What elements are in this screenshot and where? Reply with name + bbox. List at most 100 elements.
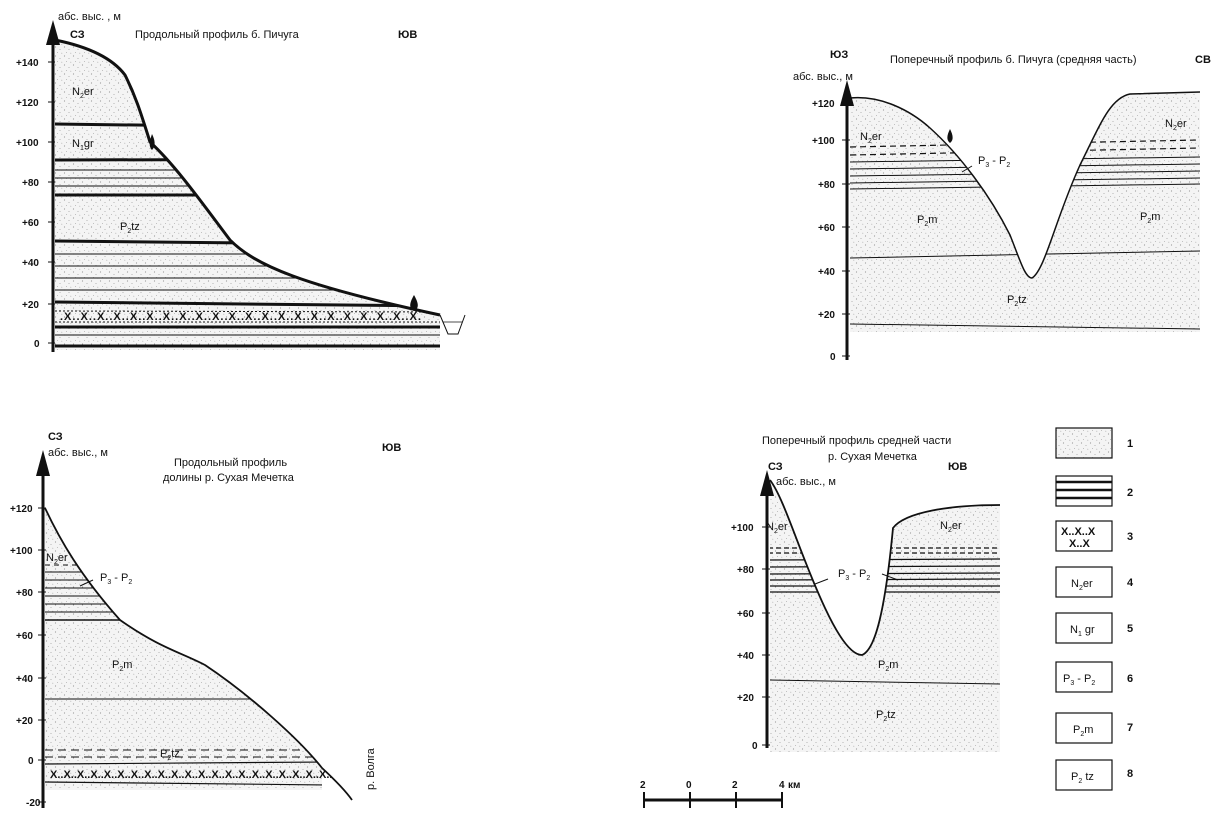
panel-longitudinal-sukhaya-mechetka: X..X..X..X..X..X..X..X..X..X..X..X..X..X… — [10, 431, 401, 809]
panel-transverse-sukhaya-mechetka: +100 +80 +60 +40 +20 0 Поперечный профил… — [731, 435, 1001, 752]
p4-tick-label: +80 — [737, 565, 754, 576]
p4-label-p2m: P2m — [878, 659, 898, 673]
p3-axis-label: абс. выс., м — [48, 447, 108, 459]
svg-text:P2m: P2m — [1073, 724, 1093, 738]
p4-sediment-fill — [770, 480, 1000, 752]
panel-transverse-pichuga: +120 +100 +80 +60 +40 +20 0 ЮЗ Поперечны… — [793, 49, 1211, 363]
p1-tick-label: +100 — [16, 138, 39, 149]
p2-tick-label: +60 — [818, 223, 835, 234]
p4-direction-left: СЗ — [768, 461, 783, 473]
p4-axis-label: абс. выс., м — [776, 476, 836, 488]
p3-sediment-fill — [45, 508, 322, 790]
p4-direction-right: ЮВ — [948, 461, 967, 473]
p2-y-axis-arrow — [840, 80, 854, 106]
p3-label-n2er: N2er — [46, 552, 68, 566]
p4-label-p2tz: P2tz — [876, 709, 896, 723]
p2-label-p2m-left: P2m — [917, 214, 937, 228]
p4-tick-label: 0 — [752, 741, 758, 752]
p1-tick-label: +120 — [16, 98, 39, 109]
legend-item-7: P2m 7 — [1055, 712, 1133, 744]
svg-text:3: 3 — [1127, 531, 1133, 543]
p4-label-n2er-left: N2er — [766, 521, 788, 535]
scale-label: 4 — [779, 780, 785, 791]
p4-label-n2er-right: N2er — [940, 520, 962, 534]
p2-direction-left: ЮЗ — [830, 49, 848, 61]
p3-tick-label: 0 — [28, 756, 34, 767]
p4-tick-label: +40 — [737, 651, 754, 662]
p1-direction-right: ЮВ — [398, 29, 417, 41]
p3-tick-label: +60 — [16, 631, 33, 642]
p2-title: Поперечный профиль б. Пичуга (средняя ча… — [890, 54, 1137, 66]
legend-item-4: N2er 4 — [1055, 566, 1134, 598]
p4-title-line2: р. Сухая Мечетка — [828, 451, 918, 463]
p4-y-axis-arrow — [760, 470, 774, 496]
p4-tick-label: +20 — [737, 693, 754, 704]
p1-ticks: +140 +120 +100 +80 +60 +40 +20 0 — [16, 58, 55, 350]
svg-text:N2er: N2er — [1071, 578, 1093, 592]
p3-title-line2: долины р. Сухая Мечетка — [163, 472, 295, 484]
p1-river-channel — [439, 314, 466, 335]
p3-label-p2tz: P2tz — [160, 748, 180, 762]
p1-axis-label: абс. выс. , м — [58, 11, 121, 23]
p2-leader-p3p2 — [961, 165, 973, 173]
p2-direction-right: СВ — [1195, 54, 1211, 66]
legend-item-1: 1 — [1055, 427, 1133, 459]
scale-label: 2 — [732, 780, 738, 791]
p3-tick-label: -20 — [26, 798, 41, 809]
p1-spring-icon-1 — [149, 134, 155, 150]
p1-surface-profile — [54, 38, 441, 317]
legend-item-5: N1 gr 5 — [1055, 612, 1133, 644]
p3-tick-label: +20 — [16, 716, 33, 727]
p2-label-n2er-left: N2er — [860, 131, 882, 145]
p1-y-axis-arrow — [46, 20, 60, 45]
p3-direction-left: СЗ — [48, 431, 63, 443]
panel-longitudinal-pichuga: .X..X..X..X..X..X..X..X..X..X..X..X..X..… — [16, 11, 466, 352]
legend-item-2: 2 — [1055, 475, 1133, 507]
p3-tick-label: +40 — [16, 674, 33, 685]
legend-item-6: P3 - P2 6 — [1055, 661, 1133, 693]
p2-axis-label: абс. выс., м — [793, 71, 853, 83]
p2-label-p2m-right: P2m — [1140, 211, 1160, 225]
p1-label-p2tz: P2tz — [120, 221, 140, 235]
p4-label-p3p2: P3 - P2 — [838, 568, 870, 582]
svg-text:5: 5 — [1127, 623, 1133, 635]
svg-text:8: 8 — [1127, 768, 1133, 780]
p1-spring-icon-2 — [410, 295, 418, 311]
p4-leader-left — [814, 578, 829, 585]
p4-tick-label: +60 — [737, 609, 754, 620]
p2-ticks: +120 +100 +80 +60 +40 +20 0 — [812, 99, 850, 363]
p2-surface-profile — [849, 91, 1201, 279]
p3-ticks: +120 +100 +80 +60 +40 +20 0 -20 — [10, 504, 46, 809]
p2-label-n2er-right: N2er — [1165, 118, 1187, 132]
p1-crosses-row: .X..X..X..X..X..X..X..X..X..X..X..X..X..… — [60, 311, 422, 323]
scale-unit: км — [788, 780, 800, 791]
p3-y-axis-arrow — [36, 450, 50, 476]
p2-spring-icon — [947, 129, 953, 143]
p2-tick-label: +100 — [812, 136, 835, 147]
p2-label-p3p2: P3 - P2 — [978, 155, 1010, 169]
p4-leader-right — [881, 573, 899, 581]
svg-text:P3 - P2: P3 - P2 — [1063, 673, 1095, 687]
p1-title: Продольный профиль б. Пичуга — [135, 29, 300, 41]
p1-tick-label: +80 — [22, 178, 39, 189]
p1-label-n2er: N2er — [72, 86, 94, 100]
scale-bar: 2 0 2 4 км — [640, 780, 800, 808]
p3-river-label: р. Волга — [365, 747, 377, 790]
p2-tick-label: +80 — [818, 180, 835, 191]
scale-label: 2 — [640, 780, 646, 791]
p3-tick-label: +100 — [10, 546, 33, 557]
p1-tick-label: 0 — [34, 339, 40, 350]
p3-label-p2m: P2m — [112, 659, 132, 673]
p2-tick-label: +120 — [812, 99, 835, 110]
p4-ticks: +100 +80 +60 +40 +20 0 — [731, 523, 770, 752]
svg-text:7: 7 — [1127, 722, 1133, 734]
p3-leader-p3p2 — [79, 579, 94, 587]
p3-tick-label: +120 — [10, 504, 33, 515]
p3-title-line1: Продольный профиль — [174, 457, 287, 469]
p1-direction-left: СЗ — [70, 29, 85, 41]
p1-tick-label: +60 — [22, 218, 39, 229]
legend-item-3: X..X..X X..X 3 — [1055, 520, 1133, 552]
p2-tick-label: +20 — [818, 310, 835, 321]
p3-surface-profile — [44, 507, 353, 801]
